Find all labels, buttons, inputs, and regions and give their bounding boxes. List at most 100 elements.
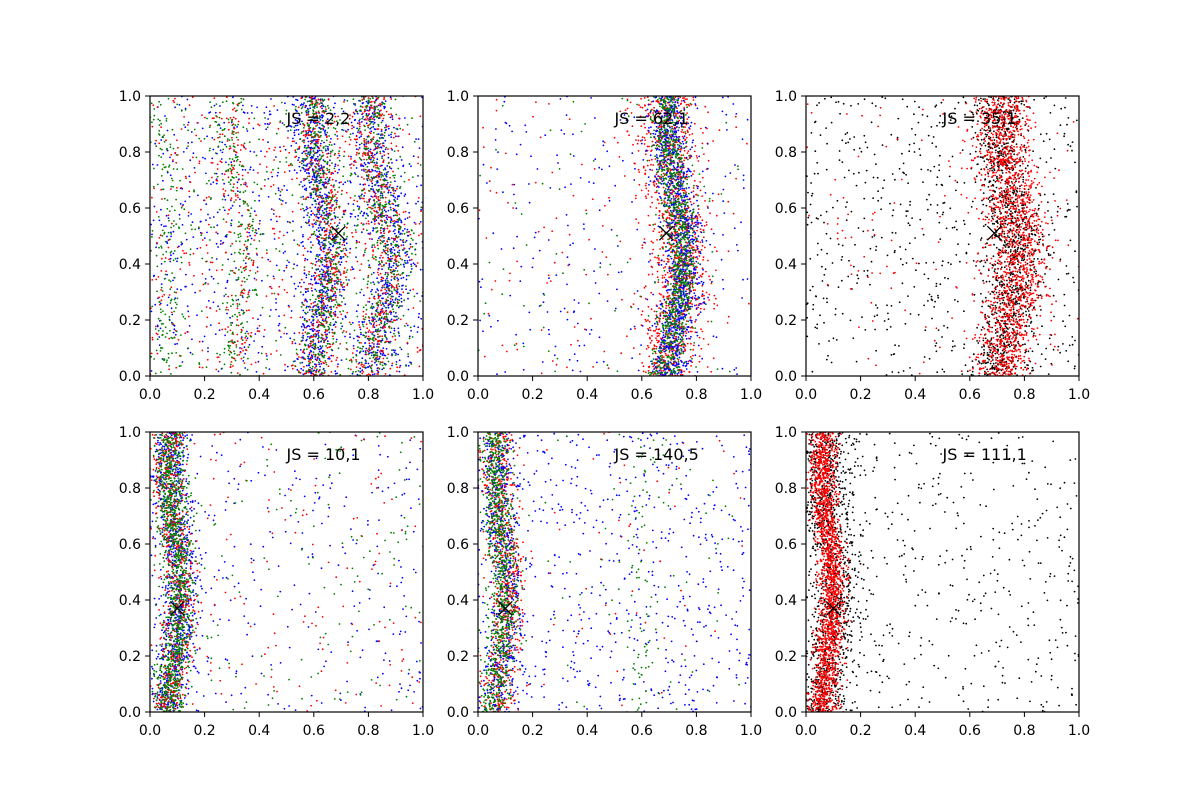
scatter-point [207, 347, 209, 349]
scatter-point [313, 345, 316, 348]
scatter-point [363, 145, 366, 148]
scatter-point [367, 100, 370, 103]
scatter-point [307, 371, 310, 374]
scatter-point [342, 175, 344, 178]
scatter-point [291, 364, 294, 366]
scatter-point [322, 110, 325, 113]
scatter-point [303, 300, 306, 302]
scatter-point [403, 247, 405, 250]
scatter-point [254, 333, 257, 335]
scatter-point [373, 298, 376, 300]
scatter-point [366, 174, 368, 177]
scatter-point [337, 164, 339, 167]
scatter-point [311, 203, 314, 206]
scatter-point [377, 274, 380, 276]
scatter-point [306, 168, 309, 171]
scatter-point [315, 104, 318, 106]
scatter-point [383, 322, 386, 325]
scatter-point [402, 129, 404, 131]
scatter-point [408, 211, 411, 214]
scatter-point [339, 238, 342, 241]
scatter-point [317, 337, 319, 340]
scatter-point [263, 112, 266, 114]
scatter-point [406, 253, 408, 256]
scatter-point [397, 261, 400, 264]
scatter-point [333, 222, 336, 224]
scatter-point [156, 333, 159, 336]
scatter-point [293, 295, 296, 297]
scatter-point [385, 319, 388, 321]
scatter-point [318, 201, 321, 204]
scatter-point [315, 189, 318, 192]
scatter-point [334, 283, 336, 285]
scatter-point [385, 171, 388, 174]
scatter-point [359, 367, 362, 370]
scatter-point [409, 289, 412, 292]
scatter-point [398, 217, 401, 220]
scatter-point [302, 373, 305, 376]
scatter-point [317, 202, 320, 205]
scatter-point [169, 288, 172, 291]
scatter-point [373, 223, 376, 225]
scatter-point [310, 165, 313, 167]
scatter-point [395, 267, 397, 270]
scatter-point [376, 147, 379, 149]
scatter-point [302, 349, 305, 352]
scatter-point [155, 139, 158, 142]
scatter-point [175, 223, 178, 226]
scatter-point [258, 138, 260, 141]
scatter-point [169, 174, 172, 177]
scatter-point [201, 340, 204, 343]
scatter-point [221, 328, 224, 331]
scatter-point [318, 216, 320, 219]
scatter-point [185, 147, 188, 150]
scatter-point [379, 215, 382, 218]
scatter-point [312, 155, 315, 157]
scatter-point [379, 314, 382, 317]
scatter-point [412, 232, 415, 235]
scatter-point [313, 107, 316, 109]
scatter-point [206, 135, 209, 138]
scatter-point [241, 214, 244, 217]
scatter-point [234, 193, 237, 195]
scatter-point [338, 288, 341, 291]
scatter-point [224, 251, 227, 254]
scatter-point [404, 193, 407, 196]
scatter-point [188, 325, 191, 327]
scatter-point [389, 269, 392, 271]
scatter-point [328, 246, 331, 249]
scatter-point [350, 121, 353, 124]
scatter-point [248, 257, 251, 259]
scatter-point [230, 172, 233, 175]
scatter-point [378, 357, 381, 360]
scatter-point [171, 323, 174, 325]
scatter-point [156, 338, 159, 341]
scatter-point [232, 186, 235, 189]
scatter-point [376, 151, 379, 154]
scatter-point [200, 140, 202, 143]
scatter-point [355, 231, 357, 234]
scatter-point [201, 273, 204, 275]
scatter-point [150, 370, 153, 372]
scatter-point [328, 164, 331, 167]
scatter-point [336, 288, 338, 291]
scatter-point [325, 307, 328, 309]
scatter-point [297, 356, 300, 358]
scatter-point [349, 333, 351, 335]
scatter-point [188, 104, 191, 106]
scatter-point [313, 219, 315, 221]
scatter-point [261, 345, 264, 348]
scatter-point [161, 333, 164, 336]
scatter-point [172, 99, 175, 102]
scatter-point [221, 173, 224, 175]
scatter-point [332, 342, 335, 345]
scatter-point [367, 373, 370, 375]
scatter-point [320, 234, 322, 237]
scatter-point [160, 156, 163, 159]
scatter-point [324, 291, 327, 294]
scatter-point [172, 331, 175, 334]
scatter-point [397, 283, 400, 285]
scatter-point [331, 235, 334, 238]
scatter-point [360, 165, 362, 167]
scatter-point [382, 117, 385, 120]
